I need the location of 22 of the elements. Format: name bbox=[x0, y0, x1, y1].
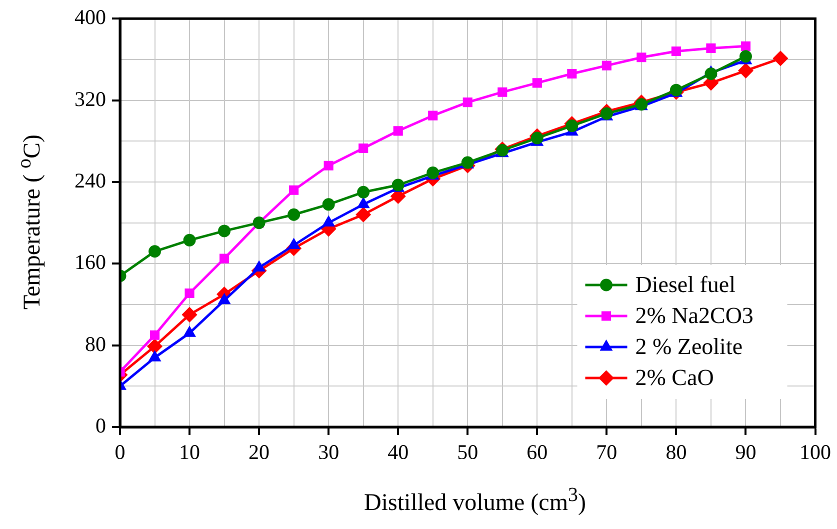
legend-label: Diesel fuel bbox=[635, 272, 736, 298]
y-tick-label: 160 bbox=[74, 250, 106, 274]
x-tick-label: 90 bbox=[735, 440, 756, 464]
x-tick-label: 70 bbox=[596, 440, 618, 464]
x-tick-label: 100 bbox=[800, 440, 831, 464]
x-tick-label: 40 bbox=[388, 440, 409, 464]
x-tick-label: 60 bbox=[526, 440, 548, 464]
y-tick-label: 240 bbox=[74, 168, 106, 192]
x-tick-label: 10 bbox=[179, 440, 200, 464]
legend-label: 2% Na2CO3 bbox=[635, 303, 754, 328]
x-tick-label: 50 bbox=[457, 440, 478, 464]
x-tick-label: 0 bbox=[114, 440, 126, 464]
y-tick-label: 80 bbox=[85, 332, 106, 356]
y-tick-label: 400 bbox=[74, 5, 106, 30]
y-tick-label: 320 bbox=[74, 86, 106, 111]
y-tick-label: 0 bbox=[96, 414, 106, 438]
x-axis-title: Distilled volume (cm$^{3}$) bbox=[364, 484, 586, 517]
legend-label: 2 % Zeolite bbox=[635, 334, 743, 360]
legend-label: 2% CaO bbox=[635, 365, 714, 390]
x-tick-label: 80 bbox=[666, 440, 687, 464]
x-tick-label: 30 bbox=[318, 440, 340, 464]
x-tick-label: 20 bbox=[248, 440, 270, 464]
